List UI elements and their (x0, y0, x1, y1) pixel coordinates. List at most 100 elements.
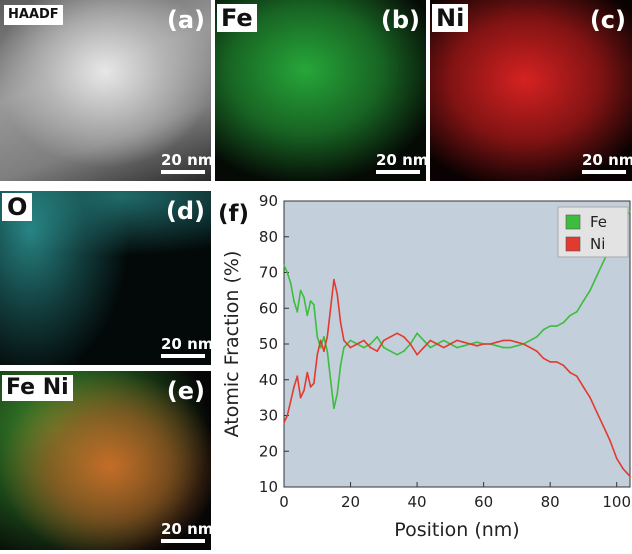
ni-data-point (296, 375, 299, 377)
fe-data-point (549, 325, 551, 327)
ni-data-point (442, 346, 445, 349)
scale-bar-label-a: 20 nm (161, 151, 211, 169)
ni-data-point (422, 346, 425, 349)
x-tick-label: 0 (279, 493, 289, 511)
ni-data-point (293, 386, 295, 388)
y-tick-label: 70 (259, 264, 278, 282)
x-tick-label: 100 (602, 493, 631, 511)
fe-data-point (376, 336, 378, 338)
scale-bar-label-d: 20 nm (161, 335, 211, 353)
panel-letter-e: (e) (166, 377, 205, 405)
scale-bar-a: 20 nm (161, 151, 211, 174)
ni-data-point (462, 341, 465, 344)
fe-data-point (313, 303, 315, 306)
ni-data-point (309, 386, 312, 388)
ni-data-point (562, 364, 565, 367)
scale-bar-line-c (582, 170, 626, 174)
ni-data-point (389, 336, 392, 338)
fe-data-point (556, 325, 558, 327)
fe-data-point (529, 339, 531, 342)
ni-data-point (316, 353, 319, 356)
ni-data-point (595, 411, 598, 413)
scale-bar-label-b: 20 nm (376, 151, 426, 169)
fe-data-point (536, 336, 538, 338)
fe-data-point (326, 350, 329, 352)
o-map-panel: O (d) 20 nm (0, 191, 211, 365)
fe-data-point (306, 314, 309, 317)
scale-bar-c: 20 nm (582, 151, 632, 174)
ni-element-label: Ni (432, 4, 469, 32)
fe-data-point (589, 289, 591, 292)
fe-element-label: Fe (217, 4, 257, 32)
fe-ni-overlay-panel: Fe Ni (e) 20 nm (0, 371, 211, 550)
panel-letter-b: (b) (380, 6, 420, 34)
ni-data-point (376, 350, 378, 352)
ni-data-point (409, 343, 412, 345)
fe-data-point (293, 300, 295, 302)
line-profile-chart: (f) 10 20 30 40 50 60 70 80 90 0 20 40 60 80 100 Positio… (214, 191, 632, 554)
ni-data-point (306, 371, 309, 374)
scale-bar-e: 20 nm (161, 522, 211, 543)
ni-data-point (575, 375, 578, 377)
ni-data-point (469, 343, 472, 345)
fe-data-point (429, 346, 432, 349)
fe-map-panel: Fe (b) 20 nm (215, 0, 426, 181)
ni-data-point (489, 343, 492, 345)
fe-data-point (595, 275, 598, 277)
ni-data-point (349, 346, 352, 349)
fe-data-point (562, 321, 565, 324)
ni-data-point (343, 339, 345, 342)
fe-data-point (303, 296, 305, 299)
legend-label-ni: Ni (590, 235, 605, 253)
fe-data-point (476, 341, 478, 344)
ni-data-point (323, 350, 325, 352)
ni-data-point (609, 439, 611, 442)
fe-data-point (402, 350, 405, 352)
fe-data-point (569, 314, 571, 317)
x-axis-label: Position (nm) (394, 519, 519, 541)
ni-data-point (456, 339, 458, 342)
fe-data-point (462, 344, 465, 347)
ni-data-point (329, 307, 332, 310)
ni-data-point (383, 339, 385, 342)
ni-data-point (339, 321, 342, 324)
scale-bar-d: 20 nm (161, 335, 211, 358)
fe-data-point (602, 260, 605, 263)
ni-data-point (299, 396, 302, 399)
fe-data-point (516, 344, 518, 347)
y-tick-label: 30 (259, 407, 278, 425)
fe-data-point (542, 328, 545, 331)
ni-data-point (436, 343, 438, 345)
o-element-label: O (2, 193, 33, 221)
ni-data-point (313, 382, 315, 385)
y-tick-label: 10 (259, 478, 278, 496)
ni-data-point (622, 468, 625, 470)
fe-data-point (299, 289, 302, 292)
y-tick-label: 40 (259, 371, 278, 389)
legend-swatch-ni (565, 236, 581, 252)
y-tick-label: 90 (259, 192, 278, 210)
ni-data-point (529, 346, 531, 349)
scale-bar-line-a (161, 170, 205, 174)
scale-bar-label-c: 20 nm (582, 151, 632, 169)
fe-data-point (323, 336, 325, 338)
legend-label-fe: Fe (590, 213, 607, 231)
ni-data-point (589, 396, 591, 399)
fe-data-point (333, 407, 335, 410)
ni-data-point (482, 343, 485, 345)
fe-data-point (349, 339, 352, 342)
fe-data-point (369, 343, 372, 345)
fe-data-point (396, 353, 398, 356)
ni-data-point (346, 343, 349, 345)
fe-data-point (309, 300, 312, 302)
y-tick-label: 60 (259, 299, 278, 317)
panel-letter-a: (a) (166, 6, 205, 34)
ni-data-point (556, 361, 558, 363)
o-map-image (0, 191, 211, 365)
haadf-image-panel: HAADF (a) 20 nm (0, 0, 211, 181)
fe-data-point (363, 346, 365, 349)
ni-map-panel: Ni (c) 20 nm (430, 0, 632, 181)
fe-data-point (502, 346, 505, 349)
ni-data-point (326, 336, 329, 338)
ni-data-point (449, 343, 452, 345)
